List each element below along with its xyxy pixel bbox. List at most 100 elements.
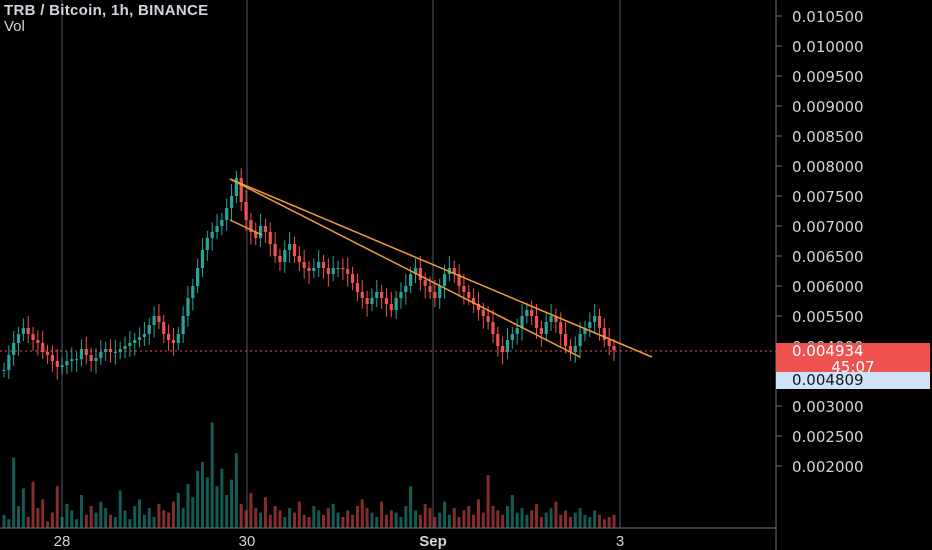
- candle-body: [321, 262, 326, 268]
- candle-body: [176, 334, 180, 343]
- candle-body: [229, 196, 234, 208]
- trendline[interactable]: [229, 219, 263, 236]
- volume-bar: [239, 503, 243, 528]
- candle-body: [268, 232, 272, 244]
- volume-bar: [418, 514, 422, 528]
- volume-bar: [505, 506, 509, 528]
- volume-bar: [302, 514, 306, 528]
- volume-bar: [84, 514, 88, 528]
- price-tick-label: 0.002500: [792, 428, 864, 446]
- candle-body: [191, 286, 195, 298]
- volume-bar: [467, 506, 471, 528]
- volume-bar: [263, 497, 267, 528]
- volume-bar: [365, 508, 369, 528]
- volume-bar: [510, 495, 514, 528]
- volume-bar: [297, 501, 301, 528]
- volume-bar: [414, 510, 418, 528]
- volume-bar: [404, 506, 408, 528]
- candle-body: [360, 292, 364, 298]
- volume-bar: [307, 517, 311, 528]
- price-candles: [2, 168, 616, 380]
- candle-body: [602, 328, 606, 340]
- volume-bar: [259, 512, 263, 528]
- price-axis-labels[interactable]: 0.010500 0.010000 0.009500 0.009000 0.008500…: [776, 8, 864, 476]
- volume-bar: [142, 514, 146, 528]
- volume-bar: [607, 517, 611, 528]
- candle-body: [510, 334, 514, 340]
- volume-bar: [162, 510, 166, 528]
- volume-bar: [452, 508, 456, 528]
- volume-bar: [322, 514, 326, 528]
- candle-body: [137, 337, 142, 340]
- candle-body: [263, 226, 268, 232]
- volume-bar: [157, 503, 161, 528]
- candle-body: [45, 352, 50, 355]
- volume-bar: [133, 506, 137, 528]
- candle-body: [307, 268, 311, 271]
- volume-bar: [268, 514, 272, 528]
- candle-body: [394, 298, 398, 310]
- candle-body: [205, 238, 209, 250]
- volume-bar: [559, 514, 563, 528]
- price-tick-label: 0.010500: [792, 8, 864, 26]
- volume-bar: [36, 508, 40, 528]
- volume-bar: [94, 512, 98, 528]
- volume-bar: [283, 517, 287, 528]
- candle-body: [573, 346, 577, 352]
- volume-bar: [312, 506, 316, 528]
- candle-body: [123, 346, 127, 349]
- volume-bar: [525, 514, 529, 528]
- candle-body: [152, 316, 156, 325]
- chart-title[interactable]: TRB / Bitcoin, 1h, BINANCE: [4, 2, 209, 19]
- volume-indicator-label[interactable]: Vol: [4, 18, 25, 35]
- candle-body: [467, 292, 471, 298]
- time-tick-label: 30: [239, 533, 256, 550]
- volume-bar: [447, 514, 451, 528]
- volume-bar: [409, 486, 413, 528]
- candle-body: [244, 202, 248, 220]
- volume-bar: [554, 501, 558, 528]
- candle-body: [491, 322, 495, 334]
- volume-bar: [138, 499, 142, 528]
- candle-body: [423, 280, 427, 286]
- volume-bar: [60, 517, 64, 528]
- volume-bar: [583, 514, 587, 528]
- trendline[interactable]: [229, 178, 653, 358]
- price-tick-label: 0.002000: [792, 458, 864, 476]
- volume-bar: [50, 512, 54, 528]
- candle-body: [94, 358, 98, 361]
- candle-body: [283, 250, 287, 262]
- candle-body: [515, 328, 519, 334]
- trendline[interactable]: [229, 178, 581, 358]
- candle-body: [147, 325, 151, 334]
- volume-bar: [370, 512, 374, 528]
- volume-bar: [549, 508, 553, 528]
- volume-bar: [225, 495, 229, 528]
- candle-body: [171, 340, 176, 343]
- candle-body: [21, 328, 25, 334]
- volume-bar: [7, 519, 11, 528]
- volume-bar: [433, 517, 437, 528]
- time-axis-labels[interactable]: 28 30 Sep 3: [54, 533, 625, 550]
- volume-bar: [75, 519, 79, 528]
- candle-body: [559, 322, 563, 334]
- candle-body: [234, 178, 238, 196]
- trendlines[interactable]: [229, 178, 653, 358]
- candle-body: [162, 322, 166, 334]
- candle-body: [336, 268, 340, 269]
- volume-bar: [65, 503, 69, 528]
- price-tick-label: 0.006500: [792, 248, 864, 266]
- candle-body: [26, 328, 30, 334]
- candle-body: [496, 334, 500, 346]
- volume-bar: [597, 514, 601, 528]
- volume-bar: [423, 503, 427, 528]
- candle-body: [292, 244, 297, 256]
- volume-bar: [443, 501, 447, 528]
- price-tick-label: 0.007000: [792, 218, 864, 236]
- price-tick-label: 0.003000: [792, 398, 864, 416]
- current-price-tag: 0.004934: [776, 343, 930, 360]
- candle-body: [568, 346, 573, 352]
- volume-bar: [167, 512, 171, 528]
- bar-countdown-tag: 45:07: [776, 359, 930, 376]
